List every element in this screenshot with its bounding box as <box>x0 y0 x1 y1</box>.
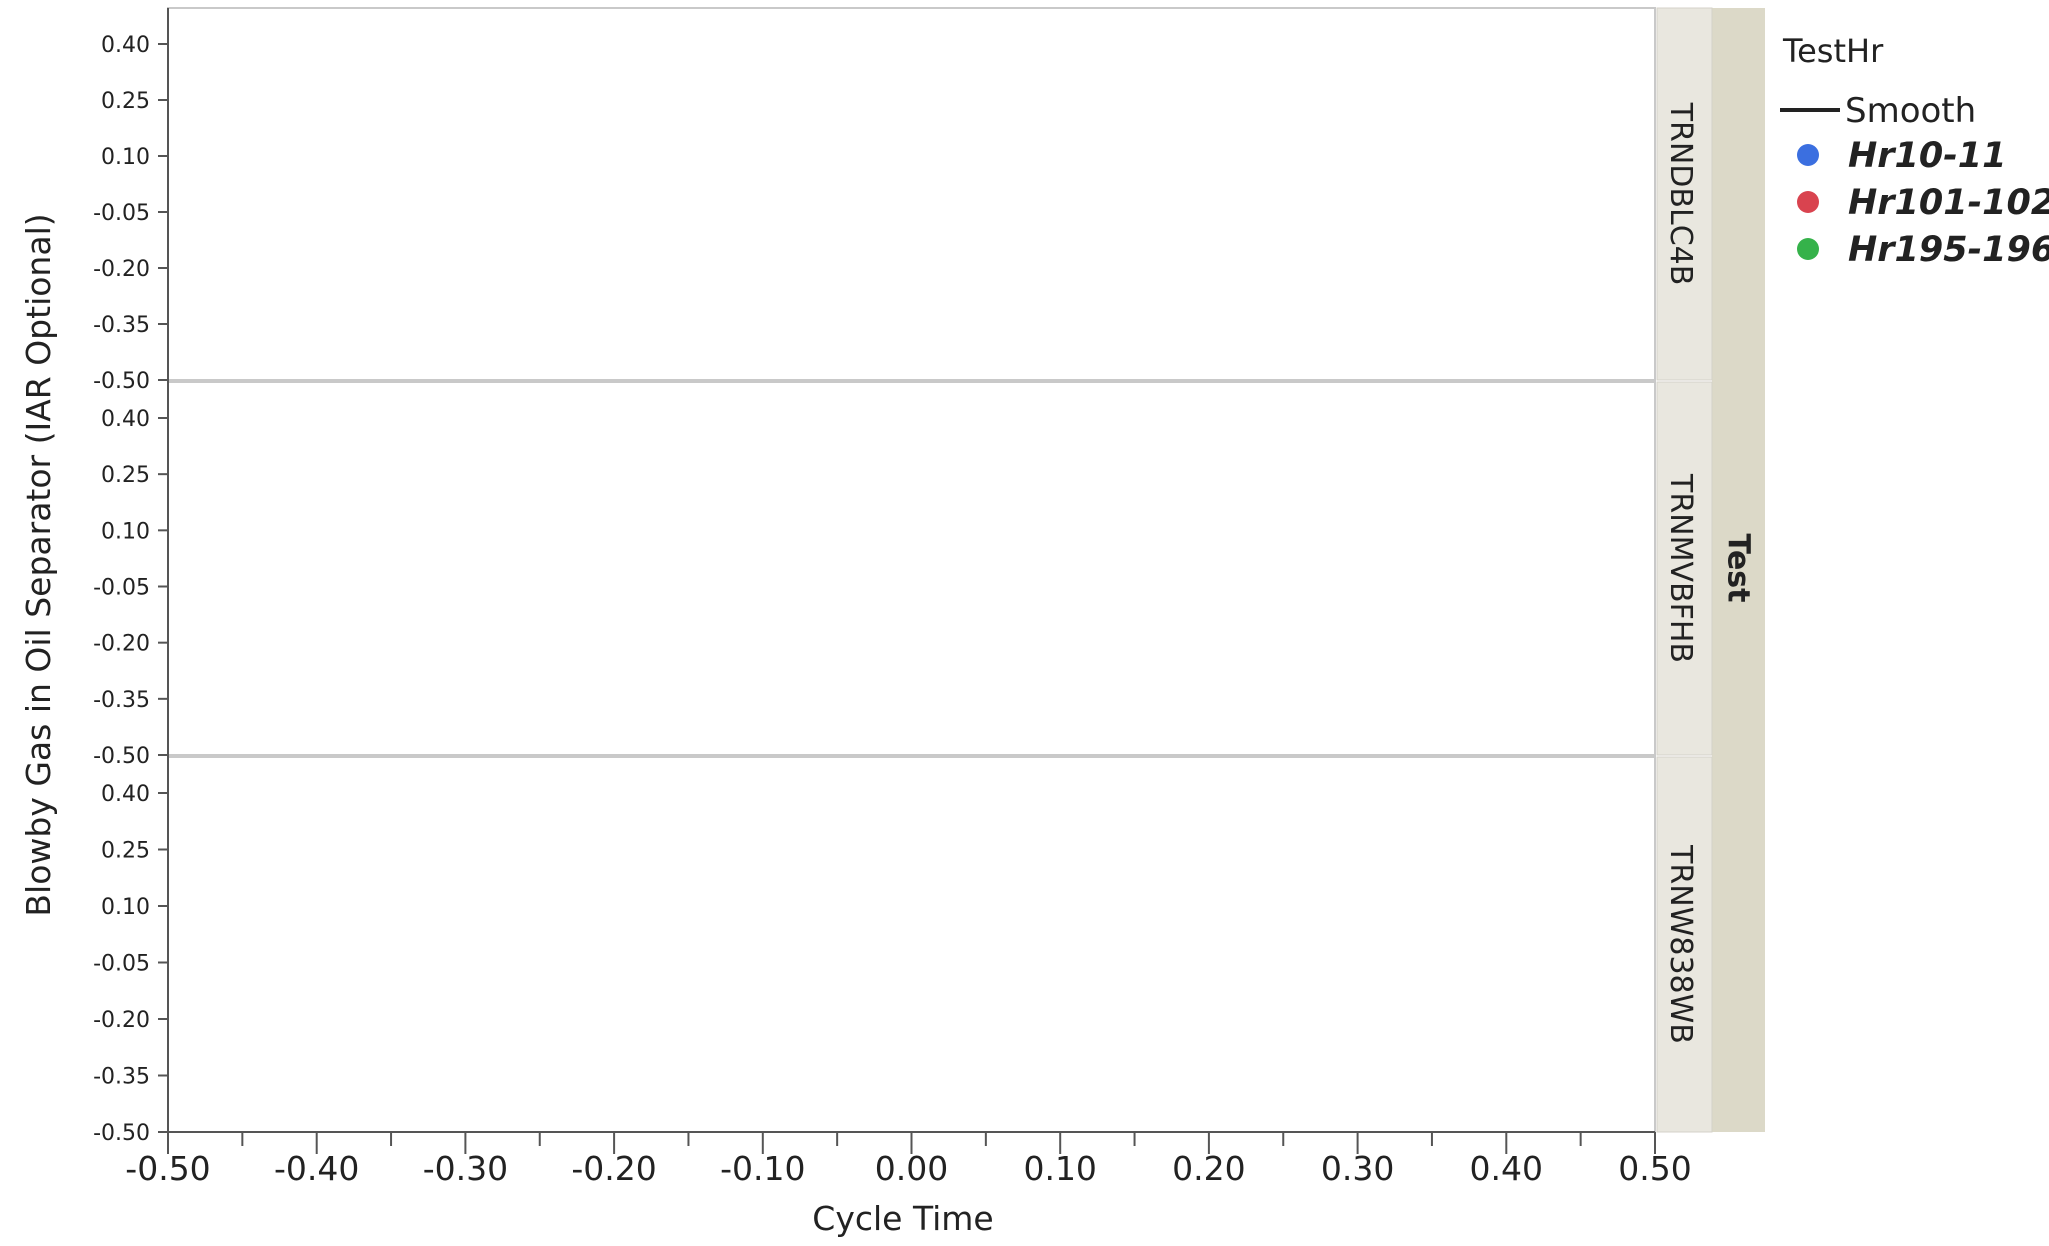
panel-frame <box>167 7 1656 381</box>
x-tick-label: -0.50 <box>125 1149 210 1188</box>
y-axis-title: Blowby Gas in Oil Separator (IAR Optiona… <box>19 213 58 916</box>
y-tick-label: 0.25 <box>101 463 150 488</box>
group-strip-label: Test <box>1721 533 1756 602</box>
legend-title: TestHr <box>1782 32 1884 70</box>
y-tick-label: -0.20 <box>93 257 150 282</box>
y-tick-label: 0.40 <box>101 407 150 432</box>
y-tick-label: -0.20 <box>93 632 150 657</box>
x-tick-label: -0.20 <box>571 1149 656 1188</box>
y-tick-label: -0.35 <box>93 1065 150 1090</box>
panel-strips: Test TRNDBLC4B TRNMVBFHB TRNW838WB <box>1656 7 1765 1133</box>
x-tick-label: -0.10 <box>720 1149 805 1188</box>
legend-marker <box>1797 144 1819 166</box>
y-tick-label: 0.10 <box>101 145 150 170</box>
x-tick-label: 0.40 <box>1470 1149 1543 1188</box>
x-axis: -0.50 -0.40 -0.30 -0.20 -0.10 0.00 0.10 0.20 0.3… <box>125 1131 1692 1188</box>
legend-series-label: Hr101-102 <box>1848 183 2049 223</box>
y-tick-label: -0.50 <box>93 744 150 769</box>
legend-marker <box>1797 238 1819 260</box>
y-tick-label: 0.40 <box>101 782 150 807</box>
panel-strip <box>1656 7 1713 381</box>
y-tick-label: 0.25 <box>101 89 150 114</box>
legend-series-label: Hr195-196 <box>1848 230 2049 270</box>
panel-frame <box>167 381 1656 756</box>
y-tick-label: -0.50 <box>93 1121 150 1146</box>
panel-strip-label: TRNDBLC4B <box>1663 102 1698 286</box>
y-tick-label: -0.05 <box>93 952 150 977</box>
x-tick-label: -0.40 <box>274 1149 359 1188</box>
y-tick-label: 0.40 <box>101 33 150 58</box>
panel-strip-label: TRNW838WB <box>1663 844 1698 1044</box>
x-axis-title: Cycle Time <box>812 1199 993 1238</box>
y-axes: 0.40 0.25 0.10 -0.05 -0.20 -0.35 -0.50 0.40 0.25… <box>93 8 169 1146</box>
y-tick-label: 0.10 <box>101 895 150 920</box>
x-tick-label: 0.20 <box>1172 1149 1245 1188</box>
x-tick-label: -0.30 <box>423 1149 508 1188</box>
panel-strip <box>1656 756 1713 1133</box>
y-tick-label: -0.35 <box>93 688 150 713</box>
legend-series-label: Hr10-11 <box>1848 136 2007 176</box>
x-tick-label: 0.00 <box>875 1149 948 1188</box>
x-tick-label: 0.50 <box>1618 1149 1691 1188</box>
x-tick-label: 0.30 <box>1321 1149 1394 1188</box>
x-tick-label: 0.10 <box>1023 1149 1096 1188</box>
y-tick-label: -0.50 <box>93 369 150 394</box>
y-tick-label: 0.25 <box>101 839 150 864</box>
panel-strip-label: TRNMVBFHB <box>1663 473 1698 663</box>
y-tick-label: -0.05 <box>93 201 150 226</box>
y-tick-label: 0.10 <box>101 519 150 544</box>
legend-marker <box>1797 191 1819 213</box>
legend-smooth-label: Smooth <box>1845 91 1976 131</box>
y-tick-label: -0.35 <box>93 313 150 338</box>
group-strip <box>1712 8 1765 1132</box>
panel-strip <box>1656 381 1713 756</box>
legend: TestHr Smooth Hr10-11 Hr101-102 Hr195-196 <box>1780 32 2049 270</box>
y-tick-label: -0.20 <box>93 1008 150 1033</box>
y-tick-label: -0.05 <box>93 576 150 601</box>
panel-frame <box>167 756 1656 1133</box>
panel-frames <box>167 7 1656 1133</box>
